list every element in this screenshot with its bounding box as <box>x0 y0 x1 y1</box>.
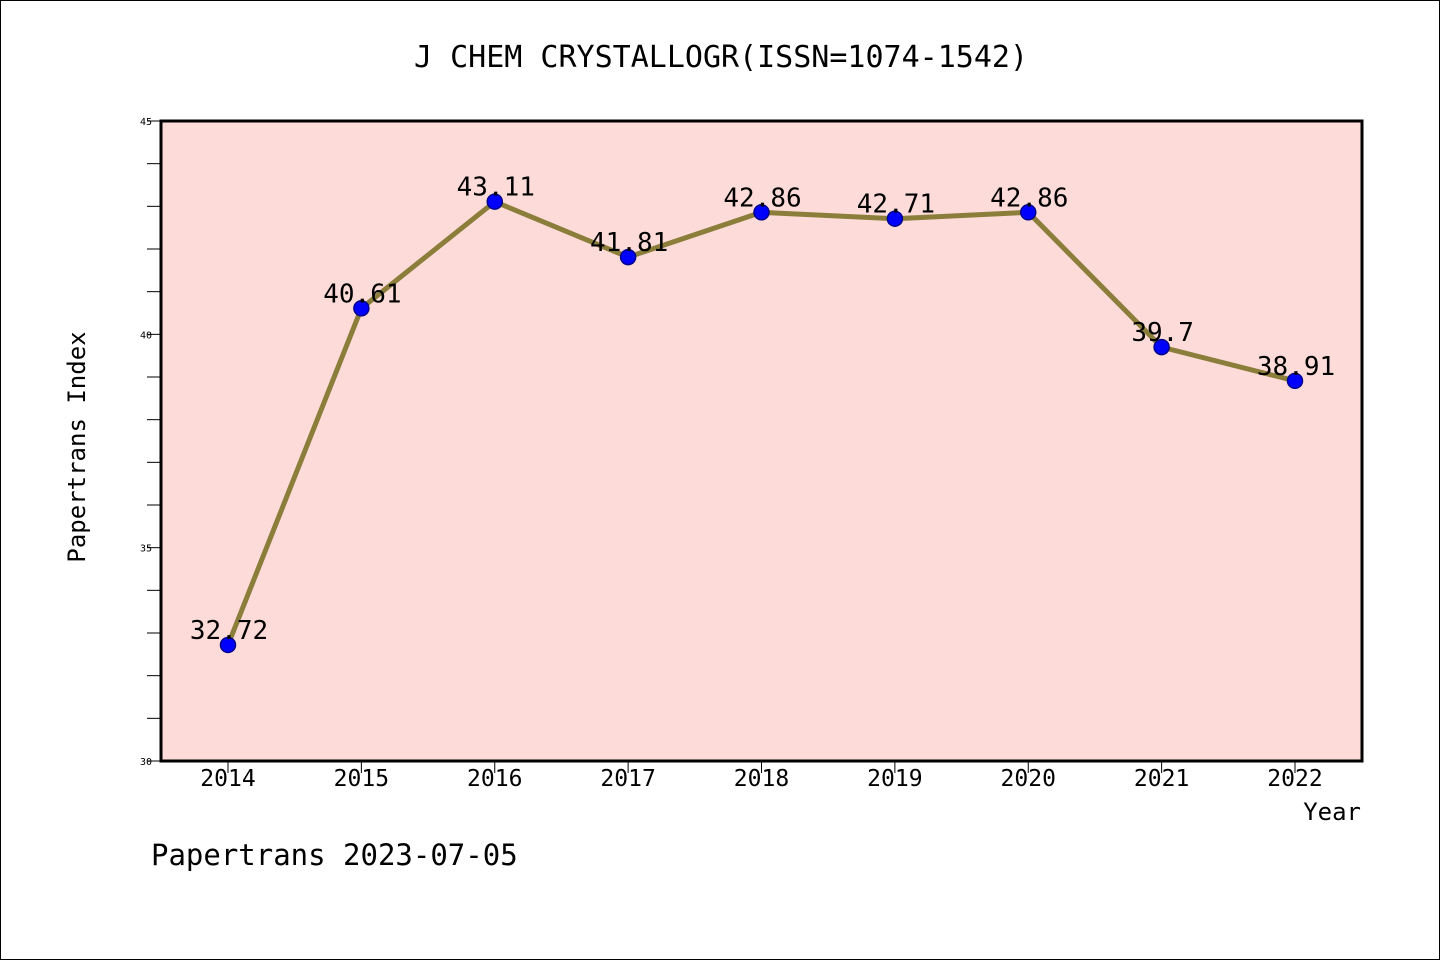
x-tick-label: 2015 <box>334 766 389 792</box>
y-tick-label: 35 <box>140 544 152 555</box>
footer-stamp: Papertrans 2023-07-05 <box>151 838 518 872</box>
plot-area <box>159 119 1364 763</box>
x-tick-label: 2020 <box>1001 766 1056 792</box>
x-tick-label: 2016 <box>467 766 522 792</box>
data-point <box>353 300 370 317</box>
y-axis: 30 35 40 45 <box>140 117 161 768</box>
x-axis-label: Year <box>1303 798 1361 826</box>
x-tick-label: 2022 <box>1267 766 1322 792</box>
data-point <box>486 193 503 210</box>
chart-title: J CHEM CRYSTALLOGR(ISSN=1074-1542) <box>414 40 1028 75</box>
data-label: 42.86 <box>723 183 801 213</box>
y-axis-label: Papertrans Index <box>63 331 91 562</box>
data-point <box>219 636 237 654</box>
y-tick-label: 45 <box>140 117 152 128</box>
data-label: 42.71 <box>857 190 935 220</box>
data-labels-group: 32.72 40.61 43.11 41.81 42.86 42.71 42.86 39.7 3… <box>190 173 1335 646</box>
data-label: 41.81 <box>590 228 668 258</box>
data-label: 38.91 <box>1257 352 1335 382</box>
x-tick-label: 2021 <box>1134 766 1189 792</box>
data-label: 40.61 <box>323 279 401 309</box>
data-point <box>619 248 637 266</box>
data-point <box>1020 204 1037 221</box>
data-point <box>1286 372 1304 390</box>
data-point <box>886 210 904 227</box>
data-point <box>1153 338 1170 356</box>
x-tick-label: 2019 <box>867 766 922 792</box>
data-label: 43.11 <box>457 173 535 203</box>
data-label: 39.7 <box>1131 318 1194 348</box>
x-tick-label: 2018 <box>734 766 789 792</box>
data-label: 42.86 <box>990 183 1068 213</box>
x-tick-label: 2017 <box>600 766 655 792</box>
x-axis: 2014 2015 2016 2017 2018 2019 2020 2021 2022 <box>200 761 1323 792</box>
y-tick-label: 40 <box>140 330 152 341</box>
y-tick-label: 30 <box>140 757 152 768</box>
data-point <box>753 204 770 221</box>
markers-group <box>219 193 1304 654</box>
x-tick-label: 2014 <box>200 766 255 792</box>
data-label: 32.72 <box>190 616 268 646</box>
